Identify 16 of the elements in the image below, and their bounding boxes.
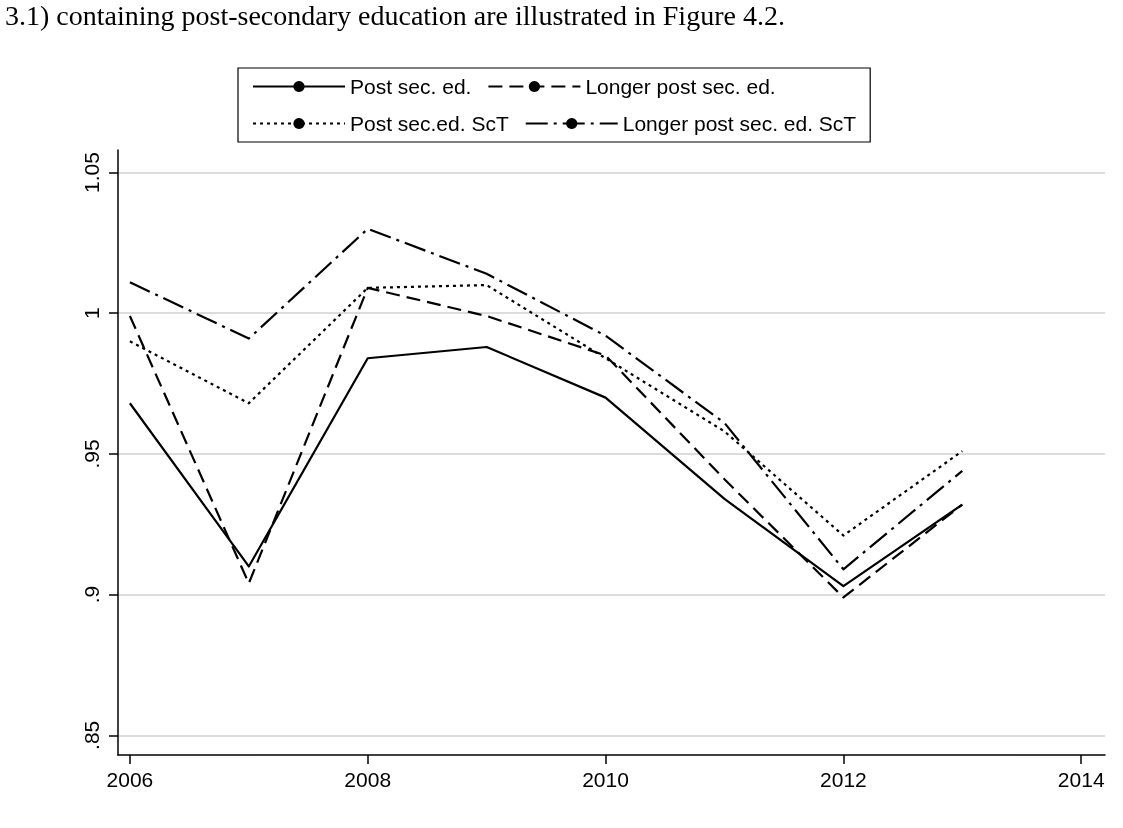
y-tick-label: .9 xyxy=(80,585,103,604)
x-tick-label: 2006 xyxy=(106,768,154,791)
y-tick-label: .85 xyxy=(80,720,103,750)
x-tick-label: 2012 xyxy=(820,768,867,791)
legend-label: Post sec.ed. ScT xyxy=(350,112,509,135)
y-tick-label: 1.05 xyxy=(80,152,103,193)
text: 3.1) containing post-secondary education are illustrated in Figure 4.2. xyxy=(5,0,785,31)
legend-label: Longer post sec. ed. xyxy=(585,75,776,98)
x-tick-label: 2014 xyxy=(1057,768,1105,791)
x-tick-label: 2010 xyxy=(582,768,629,791)
legend-label: Longer post sec. ed. ScT xyxy=(622,112,857,135)
legend-label: Post sec. ed. xyxy=(350,75,472,98)
x-tick-label: 2008 xyxy=(344,768,392,791)
y-tick-label: .95 xyxy=(80,439,103,469)
y-tick-label: 1 xyxy=(80,307,103,320)
line-series xyxy=(128,227,964,571)
